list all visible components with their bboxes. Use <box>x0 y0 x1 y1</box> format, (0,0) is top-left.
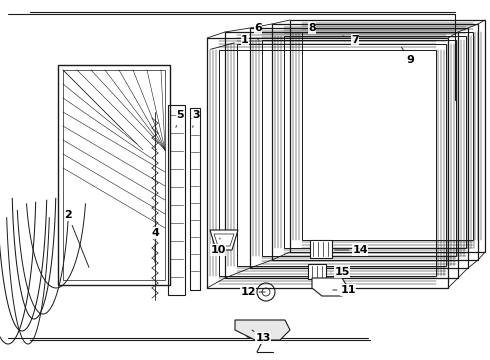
Polygon shape <box>308 264 326 279</box>
Text: 7: 7 <box>351 35 359 45</box>
Text: 14: 14 <box>352 245 368 255</box>
Polygon shape <box>235 320 290 340</box>
Polygon shape <box>210 230 238 250</box>
Text: 9: 9 <box>406 55 414 65</box>
Polygon shape <box>310 240 332 258</box>
Text: 11: 11 <box>340 285 356 295</box>
Text: 13: 13 <box>255 333 270 343</box>
Polygon shape <box>214 234 234 246</box>
Text: 15: 15 <box>334 267 350 277</box>
Text: 1: 1 <box>241 35 249 45</box>
Text: 5: 5 <box>176 110 184 120</box>
Text: 8: 8 <box>308 23 316 33</box>
Text: 6: 6 <box>254 23 262 33</box>
Text: 4: 4 <box>151 228 159 238</box>
Text: 12: 12 <box>240 287 256 297</box>
Polygon shape <box>312 278 347 296</box>
Text: 10: 10 <box>210 245 226 255</box>
Text: 2: 2 <box>64 210 72 220</box>
Text: 3: 3 <box>192 110 200 120</box>
